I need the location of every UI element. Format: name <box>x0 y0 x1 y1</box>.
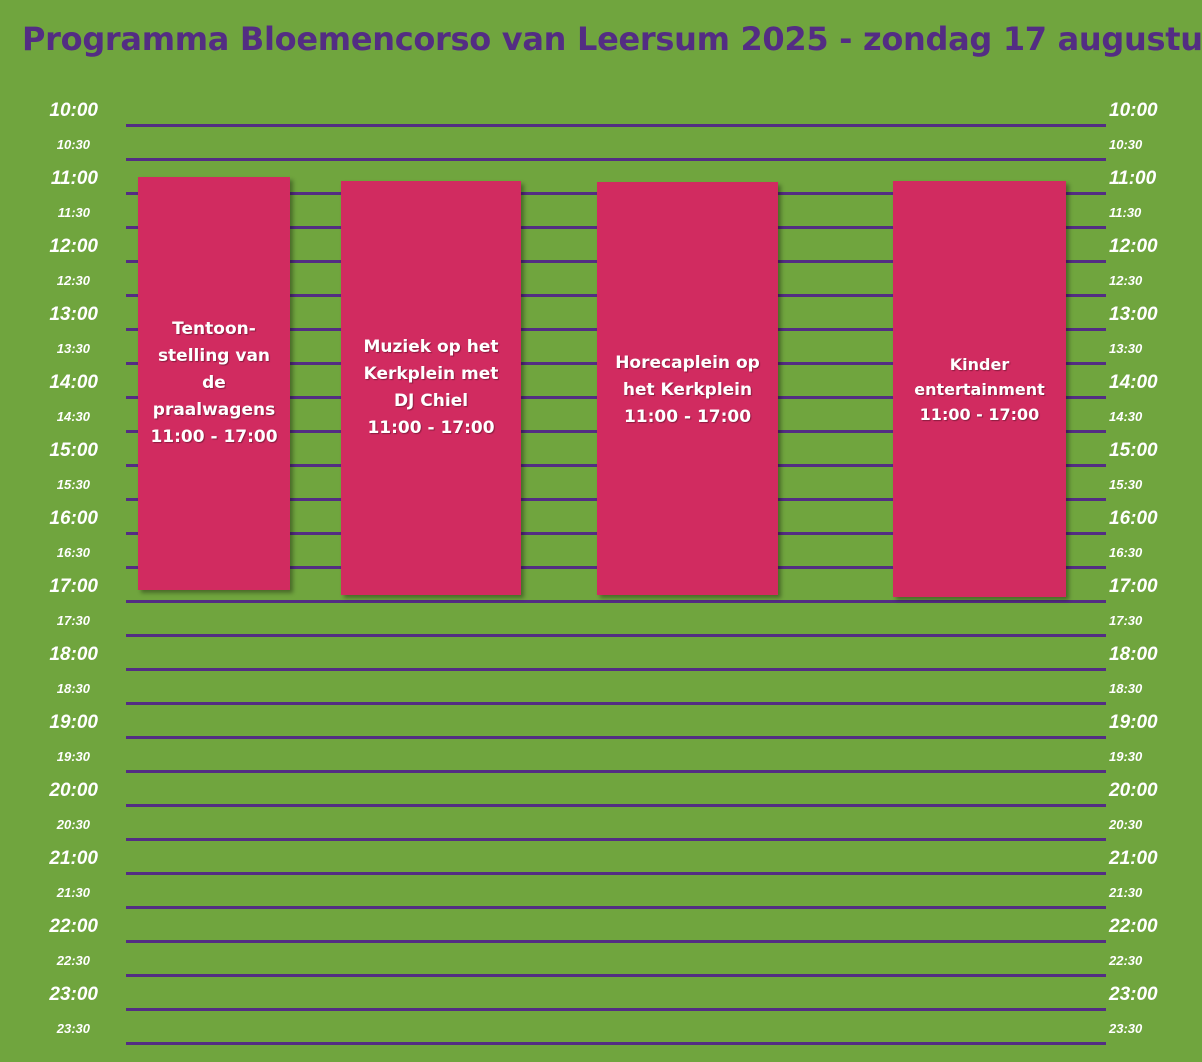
half-hour-label-left: 16:30 <box>56 544 90 560</box>
half-hour-label-right: 21:30 <box>1109 884 1143 900</box>
half-hour-label-right: 15:30 <box>1109 476 1143 492</box>
hour-label-right: 12:00 <box>1109 235 1158 257</box>
half-hour-label-left: 14:30 <box>56 408 90 424</box>
hour-label-left: 22:00 <box>49 915 98 937</box>
grid-line <box>126 634 1106 637</box>
half-hour-label-left: 10:30 <box>56 136 90 152</box>
half-hour-label-left: 17:30 <box>56 612 90 628</box>
half-hour-label-right: 19:30 <box>1109 748 1143 764</box>
hour-label-right: 21:00 <box>1109 847 1158 869</box>
hour-label-left: 23:00 <box>49 983 98 1005</box>
grid-line <box>126 974 1106 977</box>
event-time: 11:00 - 17:00 <box>150 427 278 447</box>
grid-line <box>126 158 1106 161</box>
grid-line <box>126 838 1106 841</box>
half-hour-label-right: 20:30 <box>1109 816 1143 832</box>
half-hour-label-right: 23:30 <box>1109 1020 1143 1036</box>
half-hour-label-left: 23:30 <box>56 1020 90 1036</box>
half-hour-label-right: 18:30 <box>1109 680 1143 696</box>
grid-line <box>126 1008 1106 1011</box>
hour-label-right: 11:00 <box>1109 167 1157 189</box>
half-hour-label-left: 11:30 <box>57 204 90 220</box>
grid-line <box>126 906 1106 909</box>
hour-label-left: 19:00 <box>49 711 98 733</box>
hour-label-left: 16:00 <box>49 507 98 529</box>
half-hour-label-right: 13:30 <box>1109 340 1143 356</box>
event-name: Horecaplein op het Kerkplein <box>615 353 760 400</box>
event-name: Tentoon- stelling van de praalwagens <box>152 319 276 420</box>
half-hour-label-right: 16:30 <box>1109 544 1143 560</box>
event-name: Muziek op het Kerkplein met DJ Chiel <box>363 337 499 411</box>
event-time: 11:00 - 17:00 <box>919 405 1040 424</box>
event-name: Kinder entertainment <box>914 355 1045 399</box>
half-hour-label-right: 14:30 <box>1109 408 1143 424</box>
half-hour-label-right: 11:30 <box>1109 204 1142 220</box>
half-hour-label-right: 22:30 <box>1109 952 1143 968</box>
grid-line <box>126 600 1106 603</box>
hour-label-left: 13:00 <box>49 303 98 325</box>
grid-line <box>126 872 1106 875</box>
hour-label-right: 23:00 <box>1109 983 1158 1005</box>
half-hour-label-left: 20:30 <box>56 816 90 832</box>
grid-line <box>126 940 1106 943</box>
hour-label-right: 14:00 <box>1109 371 1158 393</box>
hour-label-right: 22:00 <box>1109 915 1158 937</box>
grid-line <box>126 804 1106 807</box>
event-block-kinder: Kinder entertainment 11:00 - 17:00 <box>893 181 1066 597</box>
hour-label-left: 10:00 <box>49 99 98 121</box>
hour-label-left: 17:00 <box>49 575 98 597</box>
hour-label-right: 16:00 <box>1109 507 1158 529</box>
half-hour-label-left: 12:30 <box>56 272 90 288</box>
hour-label-left: 15:00 <box>49 439 98 461</box>
grid-line <box>126 668 1106 671</box>
half-hour-label-left: 21:30 <box>56 884 90 900</box>
hour-label-left: 12:00 <box>49 235 98 257</box>
hour-label-right: 15:00 <box>1109 439 1158 461</box>
grid-line <box>126 1042 1106 1045</box>
hour-label-left: 11:00 <box>50 167 98 189</box>
hour-label-left: 14:00 <box>49 371 98 393</box>
event-block-tentoonstelling: Tentoon- stelling van de praalwagens 11:… <box>138 177 290 590</box>
event-block-horecaplein: Horecaplein op het Kerkplein 11:00 - 17:… <box>597 182 778 595</box>
hour-label-left: 18:00 <box>49 643 98 665</box>
half-hour-label-left: 15:30 <box>56 476 90 492</box>
hour-label-right: 13:00 <box>1109 303 1158 325</box>
grid-line <box>126 770 1106 773</box>
grid-line <box>126 702 1106 705</box>
page-title: Programma Bloemencorso van Leersum 2025 … <box>22 20 1202 58</box>
hour-label-right: 17:00 <box>1109 575 1158 597</box>
hour-label-left: 20:00 <box>49 779 98 801</box>
hour-label-right: 20:00 <box>1109 779 1158 801</box>
half-hour-label-left: 18:30 <box>56 680 90 696</box>
event-time: 11:00 - 17:00 <box>367 418 495 438</box>
event-block-muziek: Muziek op het Kerkplein met DJ Chiel 11:… <box>341 181 521 595</box>
event-time: 11:00 - 17:00 <box>623 407 752 427</box>
hour-label-right: 19:00 <box>1109 711 1158 733</box>
half-hour-label-left: 13:30 <box>56 340 90 356</box>
half-hour-label-right: 17:30 <box>1109 612 1143 628</box>
grid-line <box>126 124 1106 127</box>
hour-label-right: 18:00 <box>1109 643 1158 665</box>
grid-line <box>126 736 1106 739</box>
half-hour-label-right: 12:30 <box>1109 272 1143 288</box>
hour-label-left: 21:00 <box>49 847 98 869</box>
half-hour-label-left: 22:30 <box>56 952 90 968</box>
half-hour-label-right: 10:30 <box>1109 136 1143 152</box>
half-hour-label-left: 19:30 <box>56 748 90 764</box>
hour-label-right: 10:00 <box>1109 99 1158 121</box>
